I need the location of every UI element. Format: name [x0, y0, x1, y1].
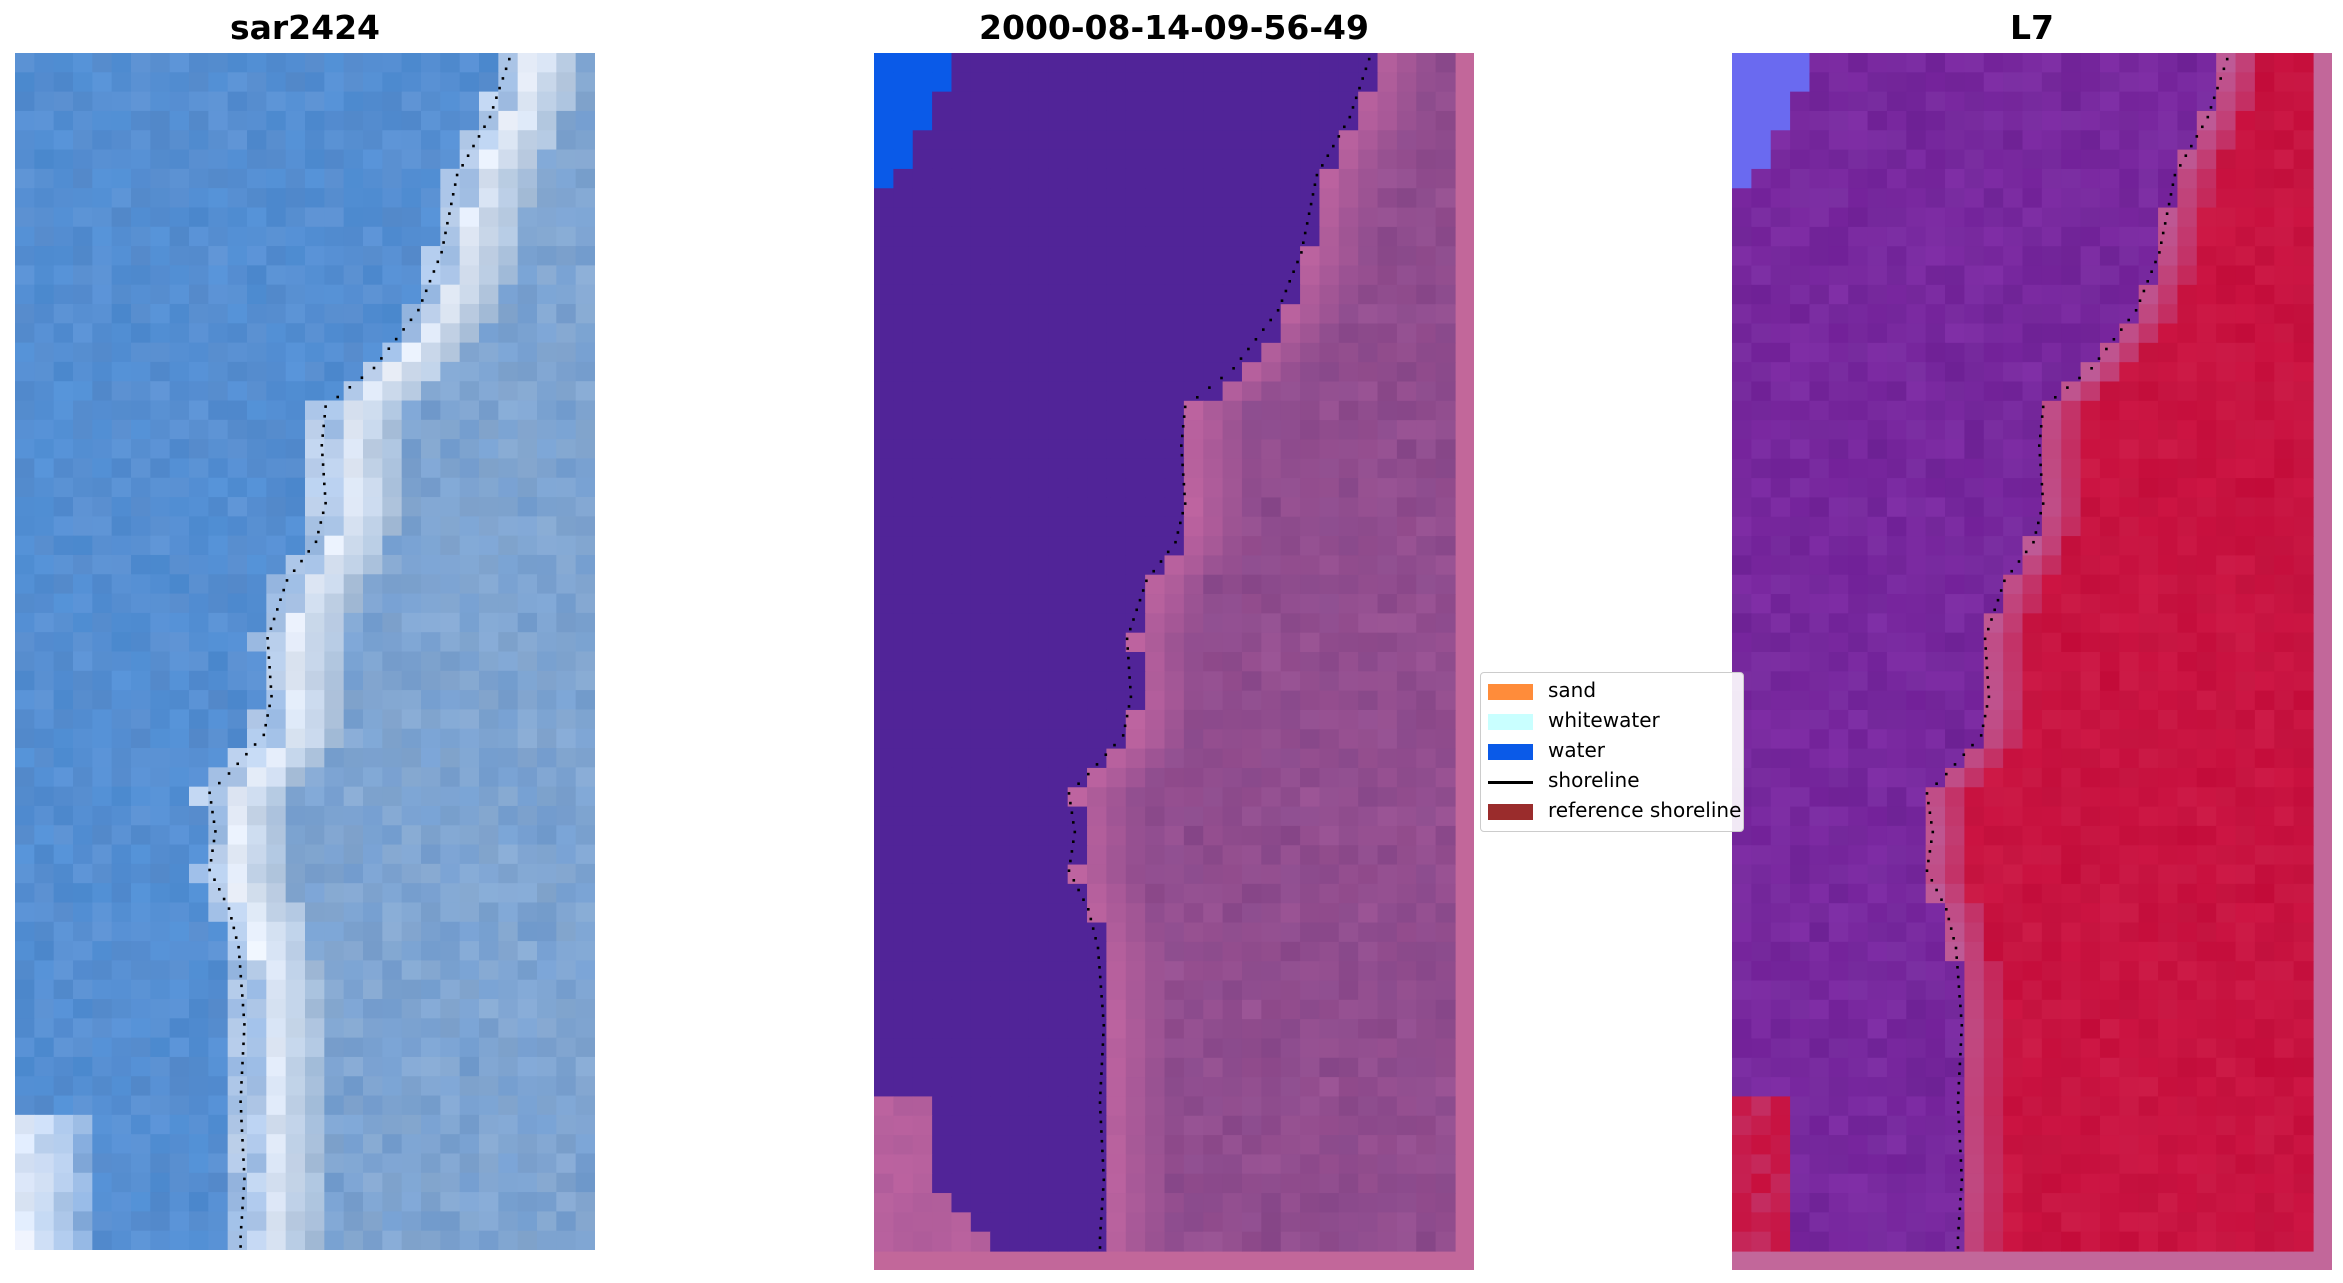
shoreline-line-swatch [1488, 781, 1533, 784]
shoreline-dots [208, 57, 511, 1248]
panel-title-classified: 2000-08-14-09-56-49 [979, 8, 1369, 47]
reference-shoreline-swatch [1488, 804, 1533, 820]
legend-item-water: water [1481, 737, 1743, 765]
legend-label: water [1548, 738, 1605, 762]
legend: sand whitewater water shoreline referenc… [1480, 672, 1744, 832]
legend-label: reference shoreline [1548, 798, 1742, 822]
legend-item-sand: sand [1481, 677, 1743, 705]
shoreline-dots [1925, 57, 2229, 1249]
classified-image [874, 53, 1474, 1270]
sand-swatch [1488, 684, 1533, 700]
legend-item-shoreline: shoreline [1481, 767, 1743, 795]
l7-index-image [1732, 53, 2332, 1270]
legend-label: sand [1548, 678, 1597, 702]
whitewater-swatch [1488, 714, 1533, 730]
legend-item-reference-shoreline: reference shoreline [1481, 797, 1743, 825]
rgb-image [15, 53, 595, 1250]
l7-index-panel [1732, 53, 2332, 1270]
legend-item-whitewater: whitewater [1481, 707, 1743, 735]
classified-image-panel [874, 53, 1474, 1270]
panel-title-l7: L7 [2010, 8, 2054, 47]
rgb-image-panel [15, 53, 595, 1250]
legend-label: shoreline [1548, 768, 1640, 792]
panel-title-rgb: sar2424 [229, 8, 381, 47]
legend-label: whitewater [1548, 708, 1660, 732]
water-swatch [1488, 744, 1533, 760]
shoreline-dots [1067, 57, 1371, 1249]
